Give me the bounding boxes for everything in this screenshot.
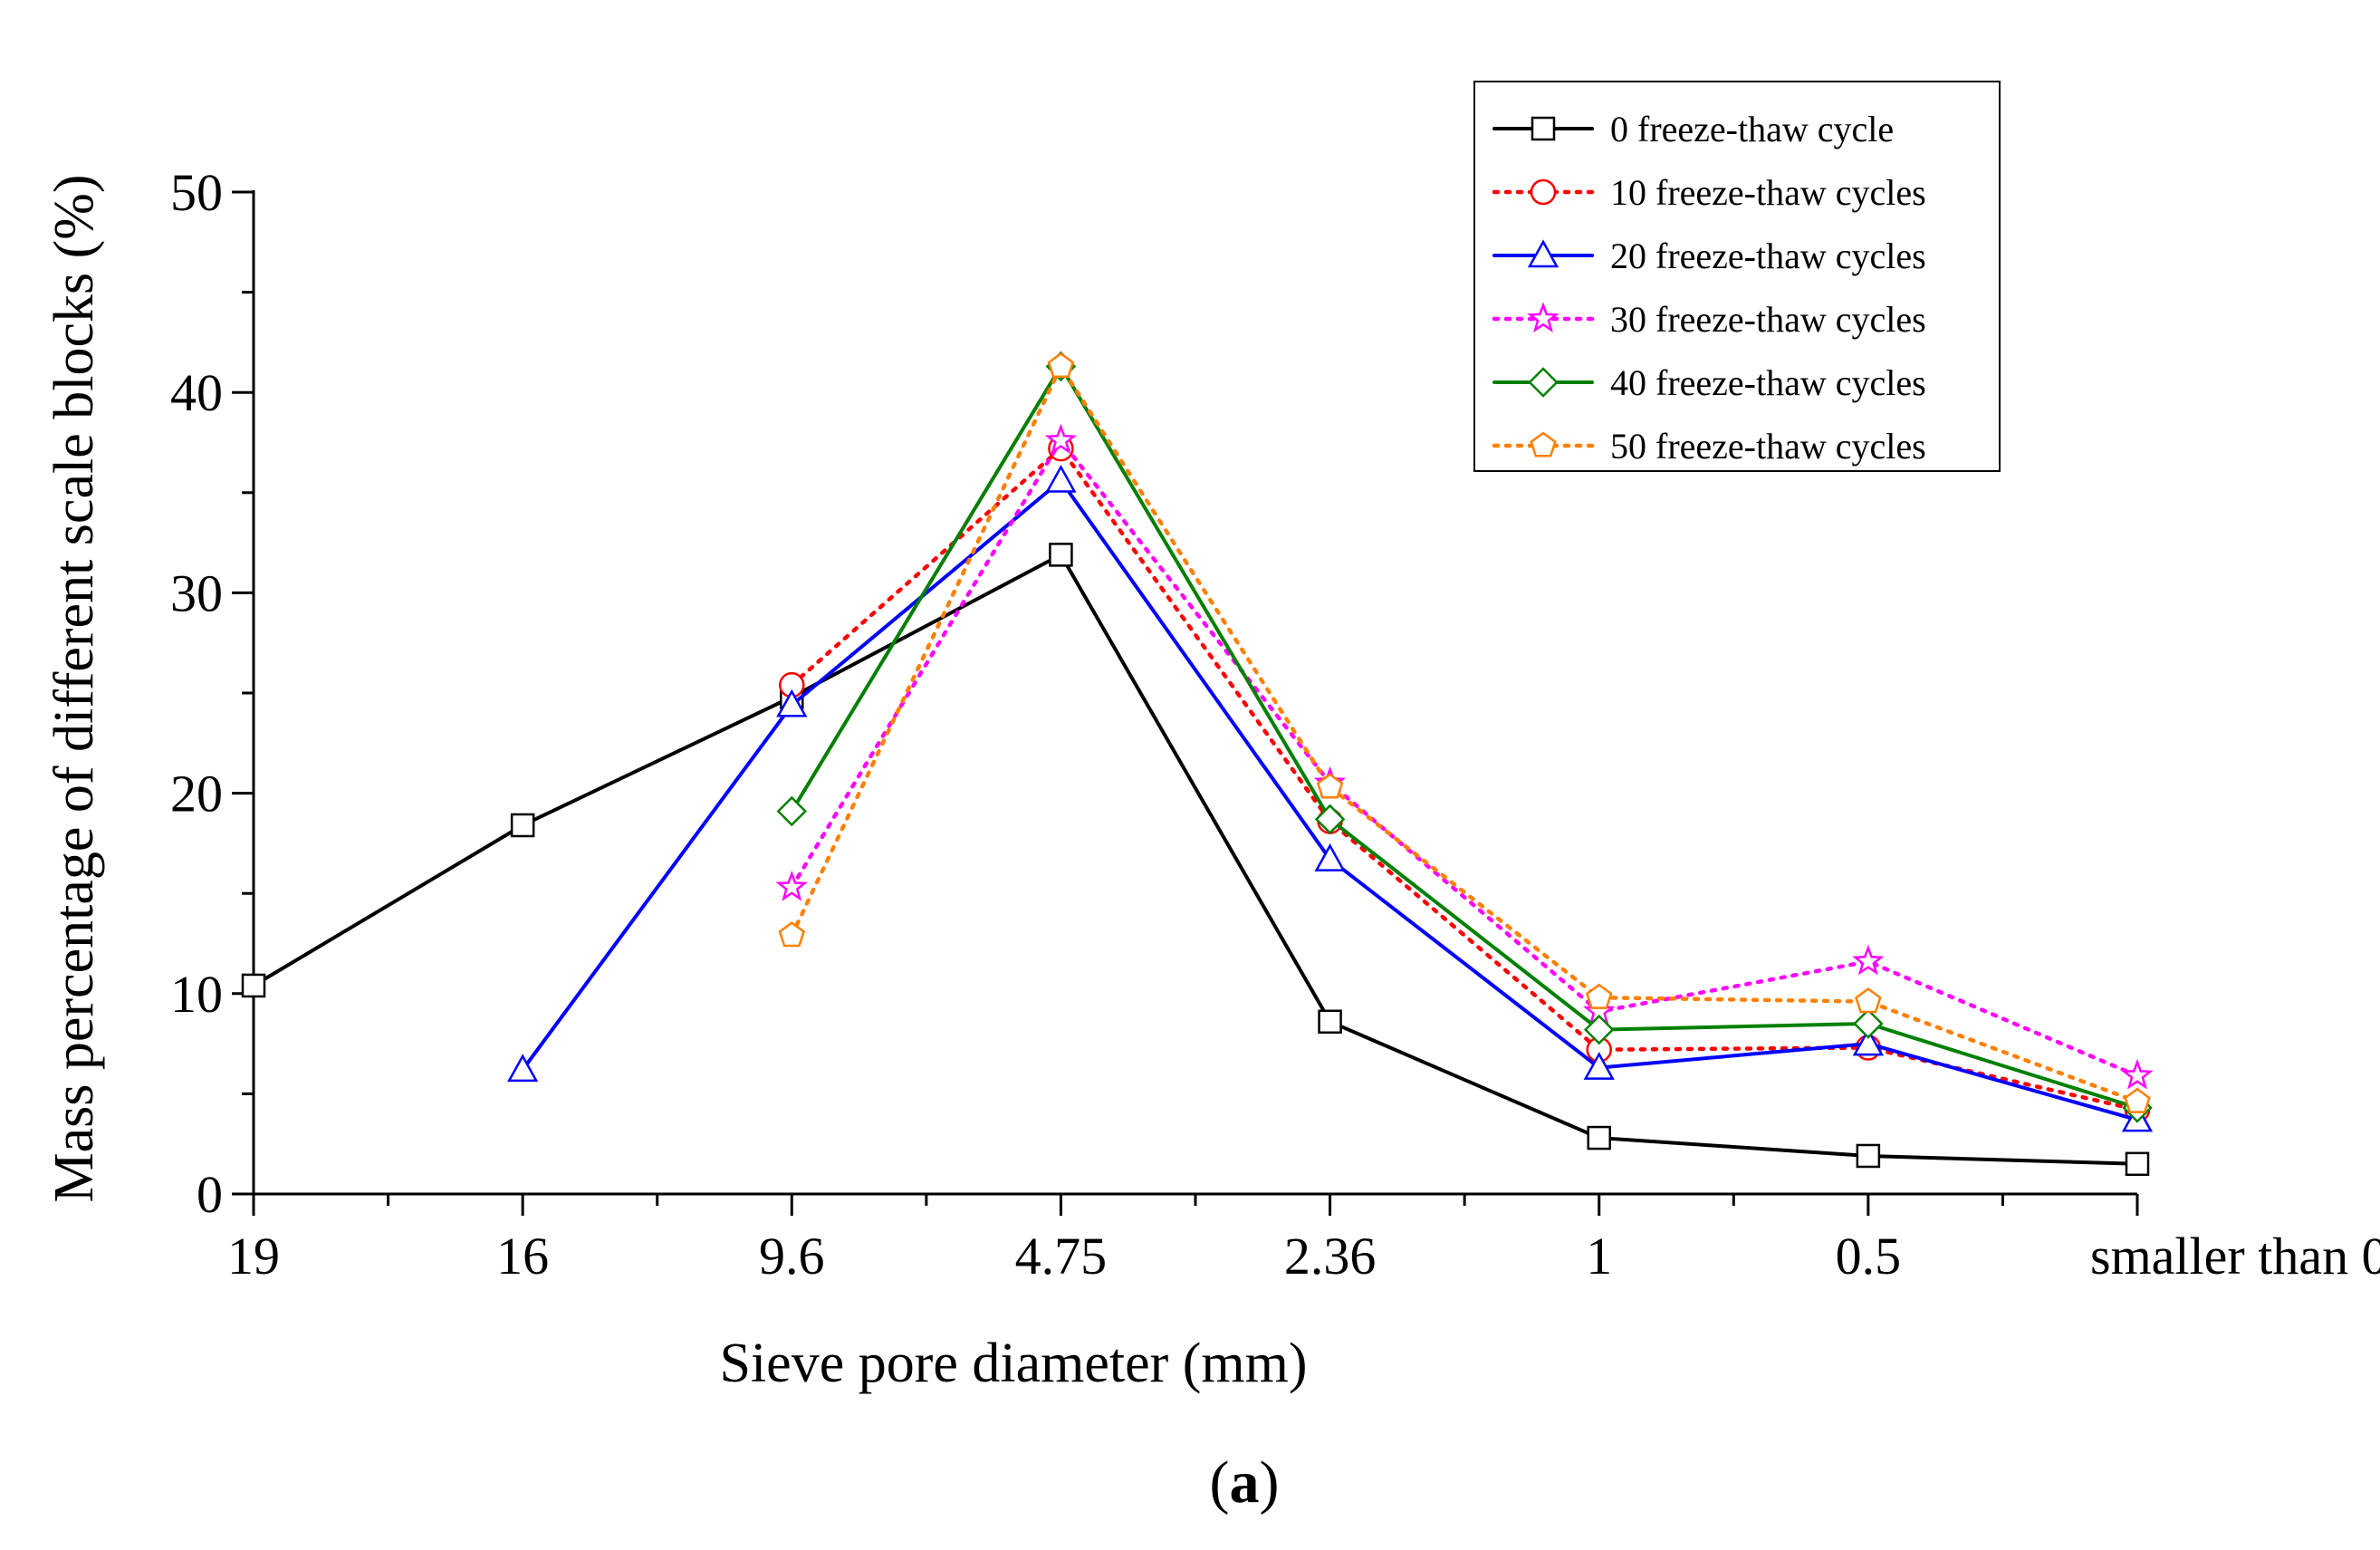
legend-marker xyxy=(1528,367,1559,398)
x-axis-title: Sieve pore diameter (mm) xyxy=(719,1333,1307,1394)
caption-open: ( xyxy=(1210,1449,1230,1516)
legend-entry: 50 freeze-thaw cycles xyxy=(1492,426,1926,467)
legend-marker xyxy=(1530,178,1557,206)
legend-entry: 20 freeze-thaw cycles xyxy=(1492,236,1926,276)
legend-label: 40 freeze-thaw cycles xyxy=(1610,362,1926,403)
data-point xyxy=(510,813,535,838)
data-point xyxy=(507,1054,539,1083)
data-point xyxy=(1314,843,1346,871)
data-point xyxy=(1585,983,1613,1009)
data-point xyxy=(1852,1027,1884,1056)
x-tick-labels: 19 16 9.6 4.75 2.36 1 0.5 smaller than 0.5 xyxy=(227,1227,2380,1285)
data-point xyxy=(776,688,808,717)
series-5 xyxy=(778,351,2151,1113)
series-line xyxy=(790,446,2140,1112)
figure-caption: (a) xyxy=(1210,1449,1280,1516)
x-tick-label: 16 xyxy=(496,1227,549,1285)
data-point xyxy=(2125,1151,2150,1177)
x-tick-label: 2.36 xyxy=(1284,1227,1377,1285)
caption-letter: a xyxy=(1230,1449,1260,1516)
data-point xyxy=(1316,773,1344,799)
legend-marker xyxy=(1531,116,1556,141)
data-point xyxy=(2124,1087,2151,1113)
data-point xyxy=(1583,1052,1615,1080)
data-point xyxy=(778,921,806,948)
x-tick-label: smaller than 0.5 xyxy=(2090,1227,2380,1285)
axes xyxy=(232,190,2139,1216)
y-tick-label: 20 xyxy=(170,765,223,823)
legend-marker xyxy=(1530,431,1557,457)
series-line xyxy=(790,438,2140,1078)
data-point xyxy=(1583,1014,1615,1045)
data-point xyxy=(775,871,809,901)
y-axis-title: Mass percentage of different scale block… xyxy=(43,174,105,1202)
legend-entry: 10 freeze-thaw cycles xyxy=(1492,172,1926,213)
legend-marker xyxy=(1527,302,1559,332)
caption-close: ) xyxy=(1260,1449,1280,1516)
data-point xyxy=(1853,1008,1884,1039)
data-point xyxy=(241,973,266,998)
legend: 0 freeze-thaw cycle 10 freeze-thaw cycles… xyxy=(1473,81,2001,472)
y-tick-label: 30 xyxy=(170,563,223,622)
data-point xyxy=(1314,804,1346,835)
legend-label: 0 freeze-thaw cycle xyxy=(1610,109,1894,149)
legend-entry: 40 freeze-thaw cycles xyxy=(1492,362,1926,403)
y-tick-label: 10 xyxy=(170,965,223,1024)
x-tick-label: 9.6 xyxy=(759,1227,825,1285)
x-tick-label: 0.5 xyxy=(1836,1227,1902,1285)
y-tick-label: 40 xyxy=(170,363,223,422)
legend-label: 30 freeze-thaw cycles xyxy=(1610,299,1926,340)
legend-box xyxy=(1473,81,2001,472)
x-tick-label: 4.75 xyxy=(1015,1227,1108,1285)
data-point xyxy=(1852,944,1885,976)
legend-label: 10 freeze-thaw cycles xyxy=(1610,172,1926,213)
x-tick-label: 1 xyxy=(1586,1227,1612,1285)
data-point xyxy=(2121,1058,2154,1090)
data-point xyxy=(1318,1009,1342,1035)
y-tick-label: 50 xyxy=(170,163,223,222)
legend-entry: 30 freeze-thaw cycles xyxy=(1492,299,1926,340)
data-point xyxy=(1856,1143,1881,1169)
legend-marker xyxy=(1527,239,1559,268)
series-line xyxy=(790,364,2140,1104)
data-point xyxy=(776,795,808,827)
y-tick-label: 0 xyxy=(197,1165,223,1224)
legend-label: 20 freeze-thaw cycles xyxy=(1610,236,1926,276)
y-tick-labels: 0 10 20 30 40 50 xyxy=(170,163,223,1224)
legend-label: 50 freeze-thaw cycles xyxy=(1610,426,1926,467)
data-point xyxy=(1044,423,1078,455)
series-line xyxy=(790,364,2139,1110)
legend-entry: 0 freeze-thaw cycle xyxy=(1492,109,1894,149)
series-1 xyxy=(779,435,2151,1123)
data-point xyxy=(1855,987,1882,1014)
data-point xyxy=(1587,1125,1611,1150)
data-point xyxy=(1049,543,1073,567)
data-point xyxy=(1045,464,1077,493)
data-point xyxy=(1047,351,1075,379)
series-layer xyxy=(241,351,2154,1177)
x-tick-label: 19 xyxy=(227,1227,280,1285)
series-line xyxy=(252,553,2139,1166)
